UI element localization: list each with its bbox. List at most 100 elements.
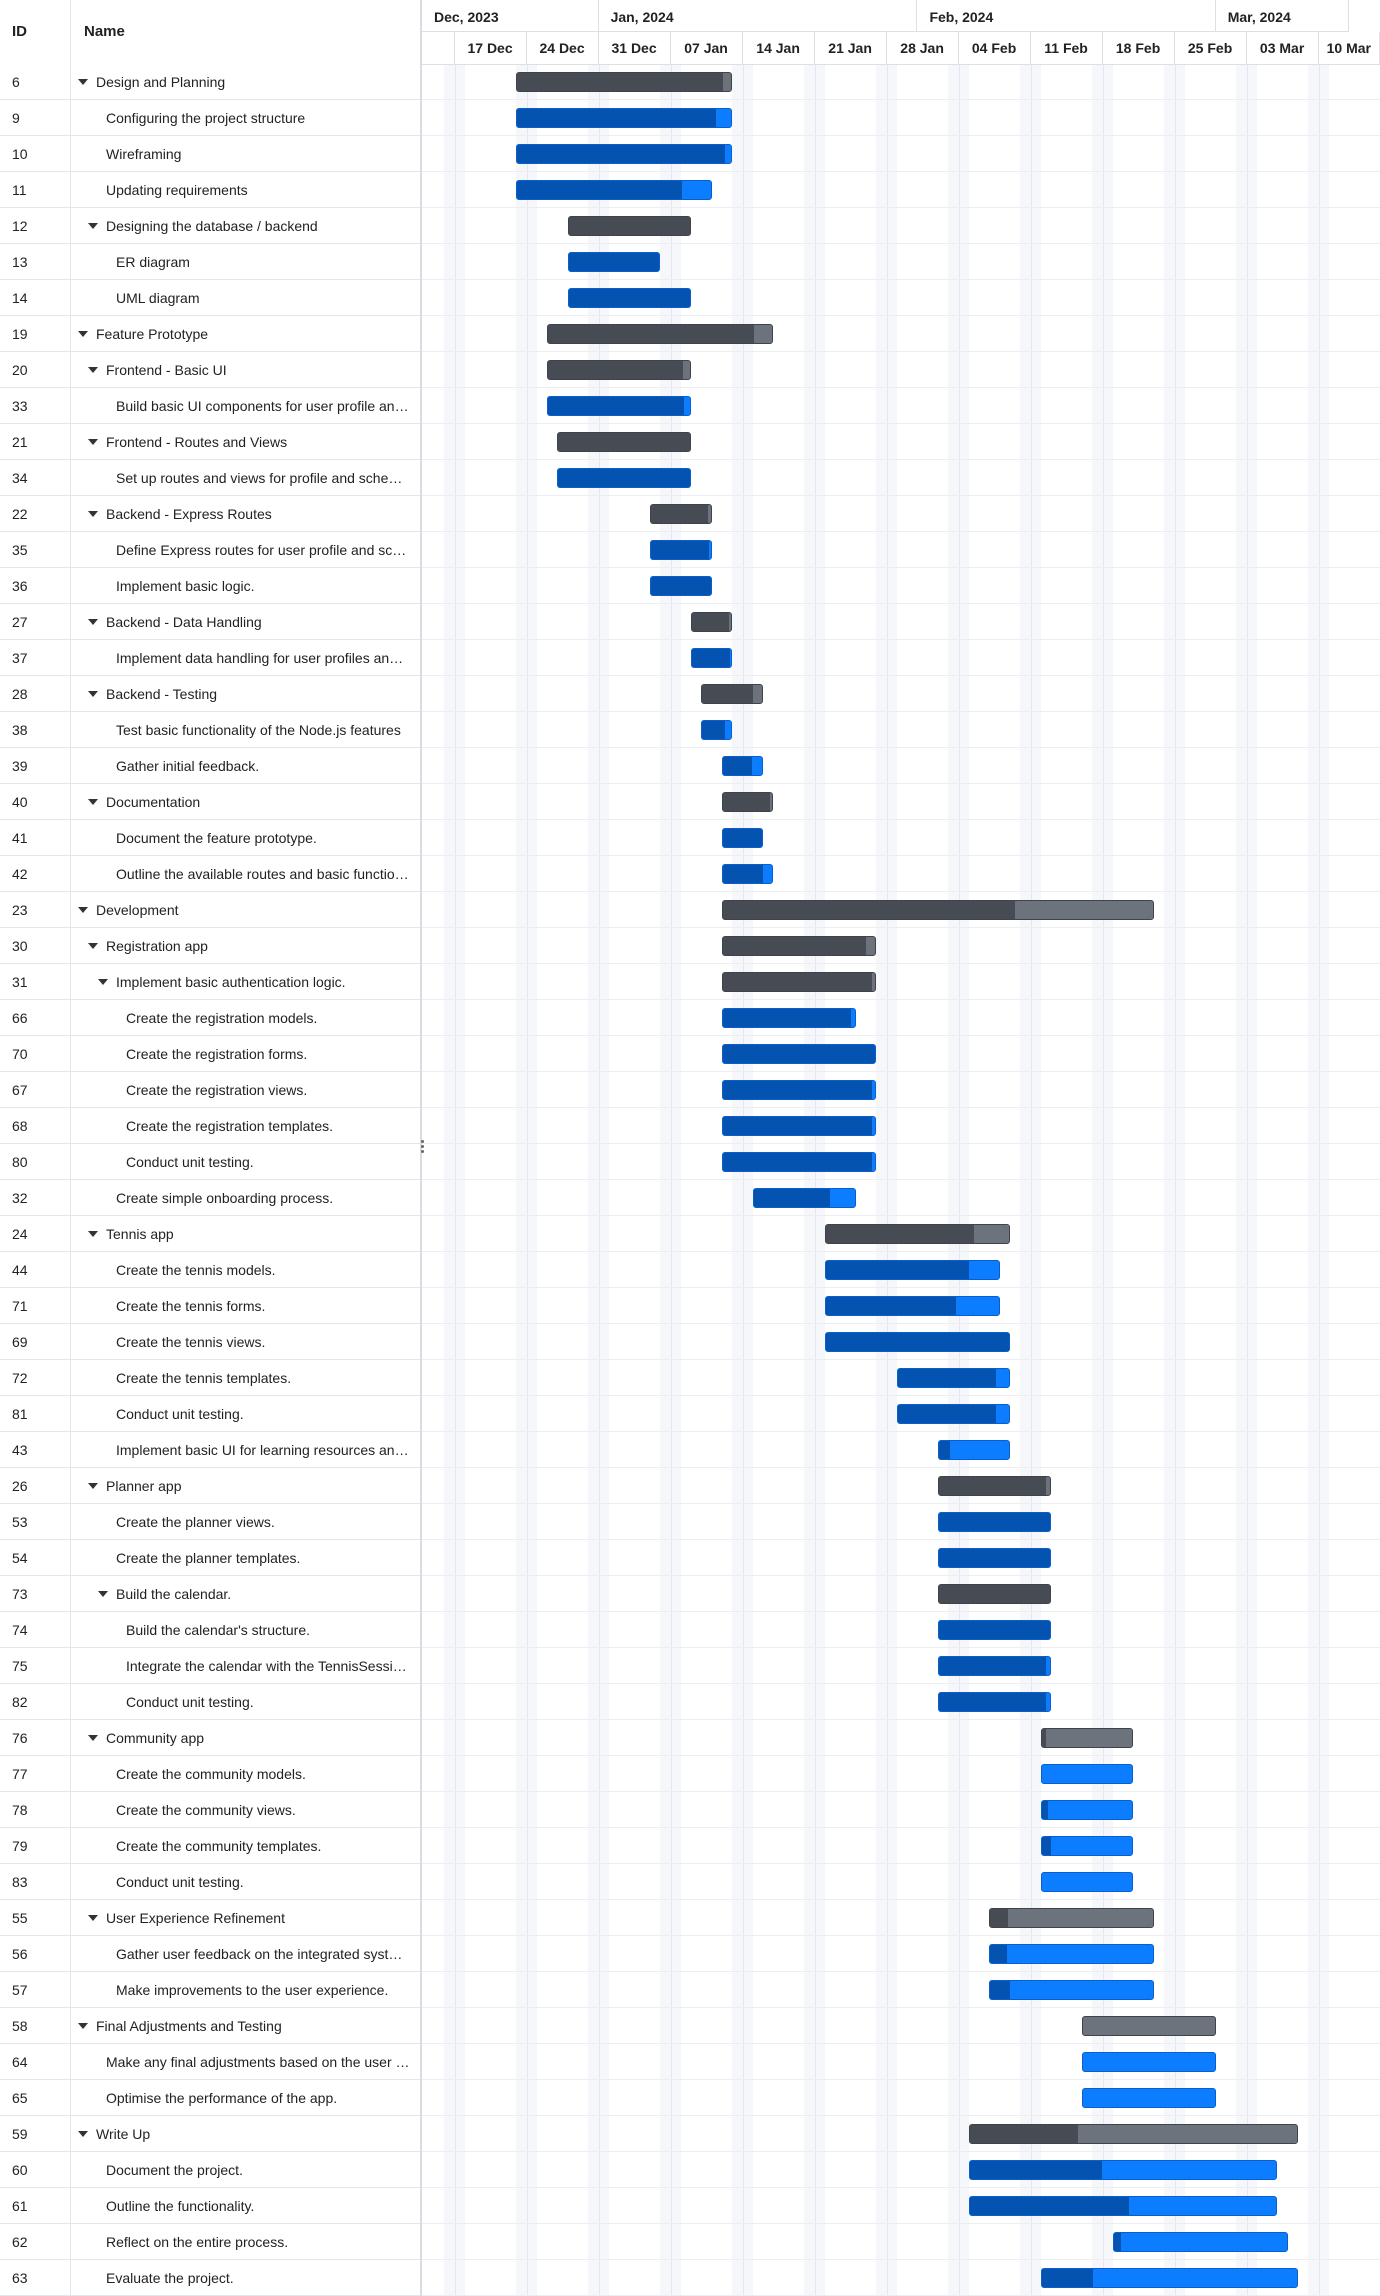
task-bar[interactable] <box>938 1620 1052 1640</box>
summary-task-bar[interactable] <box>516 72 733 92</box>
table-row[interactable]: 43 Implement basic UI for learning resour… <box>0 1432 420 1468</box>
collapse-caret-icon[interactable] <box>88 691 98 697</box>
collapse-caret-icon[interactable] <box>98 1591 108 1597</box>
collapse-caret-icon[interactable] <box>78 79 88 85</box>
table-row[interactable]: 56 Gather user feedback on the integrated… <box>0 1936 420 1972</box>
summary-task-bar[interactable] <box>824 1224 1010 1244</box>
table-row[interactable]: 77 Create the community models. <box>0 1756 420 1792</box>
table-row[interactable]: 66 Create the registration models. <box>0 1000 420 1036</box>
table-row[interactable]: 12 Designing the database / backend <box>0 208 420 244</box>
summary-task-bar[interactable] <box>701 684 764 704</box>
table-row[interactable]: 58 Final Adjustments and Testing <box>0 2008 420 2044</box>
table-row[interactable]: 27 Backend - Data Handling <box>0 604 420 640</box>
table-row[interactable]: 71 Create the tennis forms. <box>0 1288 420 1324</box>
task-bar[interactable] <box>516 144 733 164</box>
table-row[interactable]: 32 Create simple onboarding process. <box>0 1180 420 1216</box>
task-bar[interactable] <box>896 1404 1010 1424</box>
task-bar[interactable] <box>1040 1836 1134 1856</box>
table-row[interactable]: 22 Backend - Express Routes <box>0 496 420 532</box>
table-row[interactable]: 76 Community app <box>0 1720 420 1756</box>
task-bar[interactable] <box>547 396 692 416</box>
task-bar[interactable] <box>701 720 733 740</box>
collapse-caret-icon[interactable] <box>88 511 98 517</box>
collapse-caret-icon[interactable] <box>78 2131 88 2137</box>
task-bar[interactable] <box>567 252 661 272</box>
table-row[interactable]: 35 Define Express routes for user profile… <box>0 532 420 568</box>
summary-task-bar[interactable] <box>547 324 774 344</box>
table-row[interactable]: 44 Create the tennis models. <box>0 1252 420 1288</box>
table-row[interactable]: 75 Integrate the calendar with the Tennis… <box>0 1648 420 1684</box>
table-row[interactable]: 14 UML diagram <box>0 280 420 316</box>
table-row[interactable]: 73 Build the calendar. <box>0 1576 420 1612</box>
summary-task-bar[interactable] <box>722 972 877 992</box>
summary-task-bar[interactable] <box>722 900 1154 920</box>
task-bar[interactable] <box>516 180 712 200</box>
collapse-caret-icon[interactable] <box>88 1735 98 1741</box>
collapse-caret-icon[interactable] <box>88 619 98 625</box>
summary-task-bar[interactable] <box>1082 2016 1216 2036</box>
collapse-caret-icon[interactable] <box>88 223 98 229</box>
task-bar[interactable] <box>968 2196 1278 2216</box>
table-row[interactable]: 33 Build basic UI components for user pro… <box>0 388 420 424</box>
table-row[interactable]: 62 Reflect on the entire process. <box>0 2224 420 2260</box>
table-row[interactable]: 21 Frontend - Routes and Views <box>0 424 420 460</box>
table-row[interactable]: 34 Set up routes and views for profile an… <box>0 460 420 496</box>
table-row[interactable]: 26 Planner app <box>0 1468 420 1504</box>
table-row[interactable]: 57 Make improvements to the user experien… <box>0 1972 420 2008</box>
table-row[interactable]: 10 Wireframing <box>0 136 420 172</box>
task-bar[interactable] <box>557 468 692 488</box>
summary-task-bar[interactable] <box>722 792 774 812</box>
summary-task-bar[interactable] <box>989 1908 1154 1928</box>
task-bar[interactable] <box>722 756 764 776</box>
table-row[interactable]: 72 Create the tennis templates. <box>0 1360 420 1396</box>
table-row[interactable]: 60 Document the project. <box>0 2152 420 2188</box>
table-row[interactable]: 37 Implement data handling for user profi… <box>0 640 420 676</box>
table-row[interactable]: 11 Updating requirements <box>0 172 420 208</box>
task-bar[interactable] <box>938 1656 1052 1676</box>
task-bar[interactable] <box>722 1080 877 1100</box>
table-row[interactable]: 28 Backend - Testing <box>0 676 420 712</box>
summary-task-bar[interactable] <box>567 216 692 236</box>
table-row[interactable]: 30 Registration app <box>0 928 420 964</box>
table-row[interactable]: 13 ER diagram <box>0 244 420 280</box>
task-bar[interactable] <box>824 1296 1000 1316</box>
task-bar[interactable] <box>567 288 692 308</box>
task-bar[interactable] <box>824 1260 1000 1280</box>
task-bar[interactable] <box>824 1332 1010 1352</box>
table-row[interactable]: 82 Conduct unit testing. <box>0 1684 420 1720</box>
task-bar[interactable] <box>1040 2268 1298 2288</box>
collapse-caret-icon[interactable] <box>98 979 108 985</box>
table-row[interactable]: 59 Write Up <box>0 2116 420 2152</box>
table-row[interactable]: 79 Create the community templates. <box>0 1828 420 1864</box>
table-row[interactable]: 61 Outline the functionality. <box>0 2188 420 2224</box>
collapse-caret-icon[interactable] <box>88 367 98 373</box>
summary-task-bar[interactable] <box>968 2124 1298 2144</box>
table-row[interactable]: 67 Create the registration views. <box>0 1072 420 1108</box>
collapse-caret-icon[interactable] <box>88 1483 98 1489</box>
summary-task-bar[interactable] <box>691 612 733 632</box>
summary-task-bar[interactable] <box>938 1584 1052 1604</box>
collapse-caret-icon[interactable] <box>78 907 88 913</box>
table-row[interactable]: 69 Create the tennis views. <box>0 1324 420 1360</box>
task-bar[interactable] <box>722 1044 877 1064</box>
collapse-caret-icon[interactable] <box>88 799 98 805</box>
table-row[interactable]: 64 Make any final adjustments based on th… <box>0 2044 420 2080</box>
summary-task-bar[interactable] <box>650 504 712 524</box>
task-bar[interactable] <box>691 648 733 668</box>
table-row[interactable]: 19 Feature Prototype <box>0 316 420 352</box>
task-bar[interactable] <box>968 2160 1278 2180</box>
collapse-caret-icon[interactable] <box>78 2023 88 2029</box>
task-bar[interactable] <box>650 576 712 596</box>
table-row[interactable]: 9 Configuring the project structure <box>0 100 420 136</box>
table-row[interactable]: 6 Design and Planning <box>0 64 420 100</box>
table-row[interactable]: 80 Conduct unit testing. <box>0 1144 420 1180</box>
collapse-caret-icon[interactable] <box>88 439 98 445</box>
summary-task-bar[interactable] <box>547 360 692 380</box>
task-bar[interactable] <box>722 828 764 848</box>
table-row[interactable]: 70 Create the registration forms. <box>0 1036 420 1072</box>
table-row[interactable]: 42 Outline the available routes and basic… <box>0 856 420 892</box>
task-bar[interactable] <box>516 108 733 128</box>
table-row[interactable]: 83 Conduct unit testing. <box>0 1864 420 1900</box>
table-row[interactable]: 54 Create the planner templates. <box>0 1540 420 1576</box>
table-row[interactable]: 65 Optimise the performance of the app. <box>0 2080 420 2116</box>
